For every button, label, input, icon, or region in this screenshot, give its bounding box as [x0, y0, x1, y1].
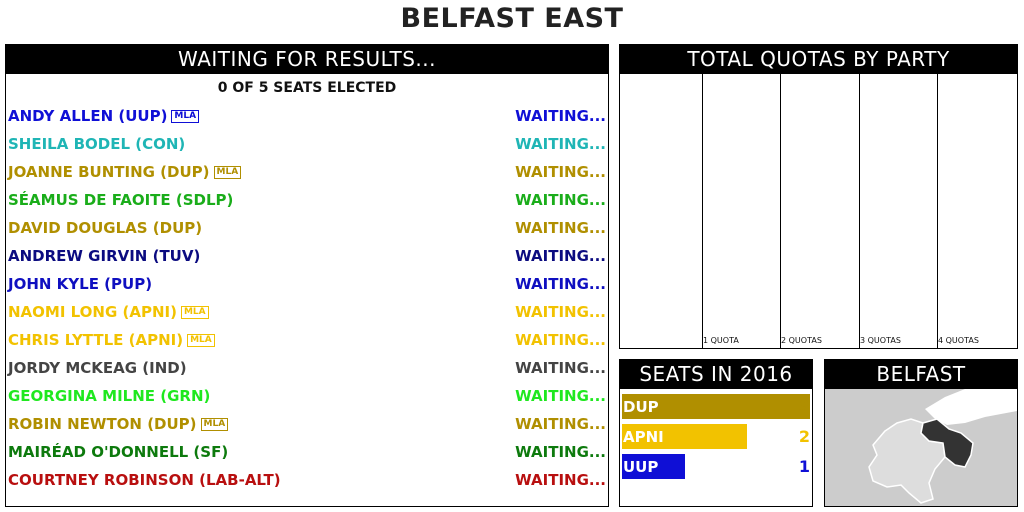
seats-2016-chart: DUP 3 APNI 2 UUP 1 [620, 389, 812, 482]
mla-badge: MLA [180, 306, 209, 319]
seats-bar-party: APNI [623, 428, 664, 446]
candidate-status: WAITING... [515, 359, 606, 377]
mla-badge: MLA [213, 166, 242, 179]
candidate-name: NAOMI LONG (APNI) MLA [8, 298, 209, 326]
seats-bar-value: 3 [798, 397, 810, 416]
candidate-name: JORDY MCKEAG (IND) [8, 354, 187, 382]
page-title: BELFAST EAST [400, 3, 624, 34]
map-east-highlight [920, 418, 974, 468]
candidate-row: COURTNEY ROBINSON (LAB-ALT) WAITING... [6, 466, 608, 494]
candidate-row: CHRIS LYTTLE (APNI) MLA WAITING... [6, 326, 608, 354]
candidate-list: ANDY ALLEN (UUP) MLA WAITING... SHEILA BODE… [6, 102, 608, 494]
seats-bar-party: DUP [623, 398, 659, 416]
mla-badge: MLA [171, 110, 200, 123]
map-lough [925, 389, 1017, 425]
candidate-name: JOANNE BUNTING (DUP) MLA [8, 158, 242, 186]
seats-bar-row: UUP 1 [620, 452, 812, 482]
candidate-row: JOANNE BUNTING (DUP) MLA WAITING... [6, 158, 608, 186]
candidate-name: ANDREW GIRVIN (TUV) [8, 242, 200, 270]
candidate-status: WAITING... [515, 387, 606, 405]
quota-gridline [780, 74, 781, 348]
candidate-name-text: JORDY MCKEAG (IND) [8, 359, 187, 377]
candidate-name: ROBIN NEWTON (DUP) MLA [8, 410, 229, 438]
quota-label: 1 QUOTA [703, 336, 739, 345]
quota-gridline [702, 74, 703, 348]
candidate-row: JOHN KYLE (PUP) WAITING... [6, 270, 608, 298]
seats-bar [622, 454, 685, 479]
seats-bar [622, 394, 810, 419]
seats-bar-value: 1 [798, 457, 810, 476]
candidate-name: SHEILA BODEL (CON) [8, 130, 185, 158]
quota-label: 4 QUOTAS [938, 336, 979, 345]
candidate-row: SHEILA BODEL (CON) WAITING... [6, 130, 608, 158]
quota-chart: 1 QUOTA 2 QUOTAS 3 QUOTAS 4 QUOTAS [620, 74, 1017, 348]
results-header: WAITING FOR RESULTS... [6, 45, 608, 74]
candidate-name: ANDY ALLEN (UUP) MLA [8, 102, 200, 130]
candidate-name: COURTNEY ROBINSON (LAB-ALT) [8, 466, 281, 494]
map-panel: BELFAST [824, 359, 1018, 507]
candidate-status: WAITING... [515, 275, 606, 293]
candidate-name-text: SÉAMUS DE FAOITE (SDLP) [8, 191, 234, 209]
mla-badge: MLA [187, 334, 215, 347]
candidate-name: CHRIS LYTTLE (APNI) MLA [8, 326, 215, 354]
seats-bar-party: UUP [623, 458, 659, 476]
quota-gridline [937, 74, 938, 348]
candidate-status: WAITING... [515, 163, 606, 181]
candidate-name-text: JOANNE BUNTING (DUP) [8, 163, 210, 181]
seats-elected-count: 0 OF 5 SEATS ELECTED [217, 80, 397, 96]
quotas-header: TOTAL QUOTAS BY PARTY [620, 45, 1017, 74]
candidate-name-text: ROBIN NEWTON (DUP) [8, 415, 197, 433]
candidate-status: WAITING... [515, 415, 606, 433]
quotas-panel: TOTAL QUOTAS BY PARTY 1 QUOTA 2 QUOTAS 3 Q… [619, 44, 1018, 349]
candidate-status: WAITING... [515, 135, 606, 153]
candidate-status: WAITING... [515, 107, 606, 125]
candidate-status: WAITING... [515, 303, 606, 321]
seats-bar-row: APNI 2 [620, 422, 812, 452]
candidate-row: SÉAMUS DE FAOITE (SDLP) WAITING... [6, 186, 608, 214]
candidate-status: WAITING... [515, 443, 606, 461]
belfast-map-svg [825, 389, 1017, 506]
quota-gridline [859, 74, 860, 348]
quota-label: 3 QUOTAS [860, 336, 901, 345]
seats-bar-value: 2 [798, 427, 810, 446]
candidate-status: WAITING... [515, 191, 606, 209]
candidate-name-text: ANDY ALLEN (UUP) [8, 107, 168, 125]
seats-bar-row: DUP 3 [620, 392, 812, 422]
candidate-name-text: COURTNEY ROBINSON (LAB-ALT) [8, 471, 281, 489]
mla-badge: MLA [200, 418, 229, 431]
quota-label: 2 QUOTAS [781, 336, 822, 345]
candidate-row: ANDREW GIRVIN (TUV) WAITING... [6, 242, 608, 270]
candidate-row: JORDY MCKEAG (IND) WAITING... [6, 354, 608, 382]
candidate-name-text: CHRIS LYTTLE (APNI) [8, 331, 184, 349]
candidate-row: NAOMI LONG (APNI) MLA WAITING... [6, 298, 608, 326]
candidate-name: GEORGINA MILNE (GRN) [8, 382, 210, 410]
candidate-name-text: SHEILA BODEL (CON) [8, 135, 186, 153]
candidate-name-text: MAIRÉAD O'DONNELL (SF) [8, 443, 229, 461]
candidate-name: MAIRÉAD O'DONNELL (SF) [8, 438, 228, 466]
candidate-name-text: ANDREW GIRVIN (TUV) [8, 247, 201, 265]
map-header: BELFAST [825, 360, 1017, 389]
candidate-row: DAVID DOUGLAS (DUP) WAITING... [6, 214, 608, 242]
candidate-row: ROBIN NEWTON (DUP) MLA WAITING... [6, 410, 608, 438]
results-panel: WAITING FOR RESULTS... 0 OF 5 SEATS ELEC… [5, 44, 609, 507]
candidate-status: WAITING... [515, 471, 606, 489]
candidate-row: ANDY ALLEN (UUP) MLA WAITING... [6, 102, 608, 130]
candidate-name-text: DAVID DOUGLAS (DUP) [8, 219, 203, 237]
candidate-status: WAITING... [515, 247, 606, 265]
candidate-name-text: JOHN KYLE (PUP) [8, 275, 153, 293]
candidate-name-text: NAOMI LONG (APNI) [8, 303, 177, 321]
candidate-name-text: GEORGINA MILNE (GRN) [8, 387, 211, 405]
candidate-row: GEORGINA MILNE (GRN) WAITING... [6, 382, 608, 410]
candidate-row: MAIRÉAD O'DONNELL (SF) WAITING... [6, 438, 608, 466]
candidate-name: DAVID DOUGLAS (DUP) [8, 214, 202, 242]
candidate-name: JOHN KYLE (PUP) [8, 270, 152, 298]
seats-bar [622, 424, 747, 449]
seats-2016-panel: SEATS IN 2016 DUP 3 APNI 2 UUP 1 [619, 359, 813, 507]
candidate-status: WAITING... [515, 219, 606, 237]
belfast-map [825, 389, 1017, 506]
seats-2016-header: SEATS IN 2016 [620, 360, 812, 389]
candidate-status: WAITING... [515, 331, 606, 349]
candidate-name: SÉAMUS DE FAOITE (SDLP) [8, 186, 233, 214]
